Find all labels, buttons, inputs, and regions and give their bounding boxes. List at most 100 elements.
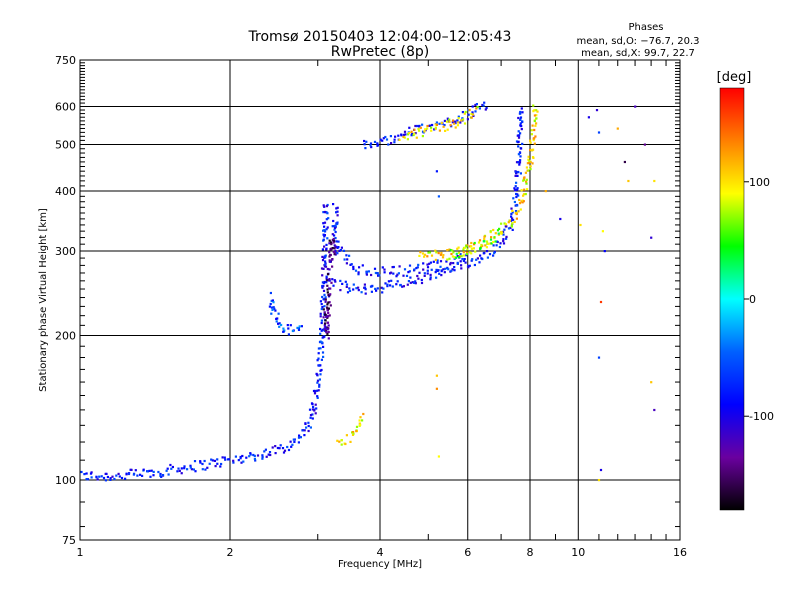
data-point (234, 455, 237, 458)
data-point (297, 436, 301, 439)
data-point (440, 274, 443, 277)
data-point (533, 142, 536, 145)
data-point (241, 454, 244, 458)
data-point (448, 248, 451, 251)
data-point (387, 143, 390, 146)
data-point (457, 256, 460, 259)
data-point (435, 121, 438, 124)
data-point (426, 272, 429, 275)
data-point (476, 257, 479, 260)
colorbar-ticks: 100 0 -100 (744, 176, 774, 423)
data-point (221, 456, 224, 459)
data-point (326, 332, 329, 335)
data-point (514, 185, 517, 188)
data-point (470, 245, 473, 248)
data-point (332, 284, 335, 287)
data-point (446, 266, 449, 269)
y-tick-label: 100 (55, 474, 76, 487)
data-point (355, 425, 359, 428)
data-point (354, 269, 358, 272)
data-point (515, 188, 518, 191)
data-point (322, 267, 325, 270)
data-point (439, 253, 442, 256)
data-point (349, 440, 352, 443)
data-point (325, 281, 328, 284)
data-point (117, 472, 120, 475)
data-point (336, 439, 339, 442)
data-point (325, 211, 328, 214)
data-point (345, 283, 349, 286)
data-point (514, 174, 517, 177)
data-point (311, 417, 314, 420)
data-point (204, 468, 207, 471)
colorbar (719, 87, 745, 511)
data-point (528, 159, 531, 162)
data-point (309, 416, 312, 419)
data-point (438, 122, 441, 125)
data-point (507, 227, 511, 230)
data-point (403, 136, 406, 139)
data-point (420, 281, 424, 285)
data-point (482, 252, 485, 255)
data-point (297, 441, 300, 444)
data-point (194, 470, 197, 473)
data-point (496, 229, 500, 232)
data-point (462, 248, 465, 251)
data-point (320, 329, 323, 332)
data-point (527, 161, 530, 164)
data-point (466, 248, 469, 251)
data-point (515, 181, 518, 184)
data-point (171, 465, 174, 469)
data-point (422, 262, 425, 265)
data-point (601, 230, 604, 233)
data-point (426, 263, 429, 266)
data-point (407, 280, 410, 283)
data-point (451, 268, 454, 271)
data-point (544, 190, 547, 193)
data-point (521, 120, 524, 124)
data-point (346, 258, 349, 261)
data-point (301, 429, 304, 432)
data-point (322, 211, 325, 214)
data-point (332, 203, 335, 206)
data-point (318, 383, 321, 386)
data-point (253, 457, 256, 460)
data-point (314, 412, 317, 415)
data-point (331, 239, 334, 242)
data-point (494, 240, 497, 243)
data-point (375, 289, 378, 292)
data-point (157, 470, 160, 474)
data-point (451, 121, 454, 124)
grid-lines (80, 60, 680, 540)
data-point (141, 474, 144, 477)
colorbar-tick-label: -100 (749, 410, 774, 423)
data-point (467, 113, 470, 116)
data-point (508, 219, 512, 222)
data-point (130, 468, 133, 471)
data-point (650, 236, 653, 239)
data-point (322, 222, 325, 225)
data-point (418, 129, 421, 132)
data-point (407, 271, 410, 274)
data-point (329, 260, 332, 263)
data-point (471, 113, 475, 116)
data-point (408, 270, 411, 273)
data-point (438, 272, 441, 275)
data-point (512, 197, 515, 200)
data-point (507, 221, 510, 224)
data-point (102, 476, 106, 480)
data-point (332, 237, 335, 241)
data-point (519, 208, 522, 211)
data-point (319, 373, 322, 376)
data-point (627, 179, 630, 183)
data-point (473, 263, 476, 267)
data-point (349, 263, 352, 266)
data-point (426, 255, 429, 258)
data-point (443, 271, 446, 274)
data-point (242, 460, 245, 463)
data-point (514, 170, 517, 173)
data-point (329, 293, 332, 296)
data-point (333, 244, 336, 247)
data-point (518, 161, 522, 164)
data-point (333, 228, 336, 231)
